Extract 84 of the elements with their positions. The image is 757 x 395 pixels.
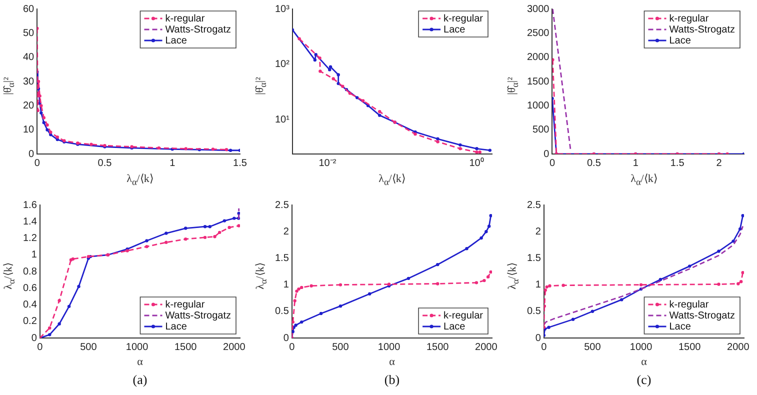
y-tick-label: 0 — [544, 148, 550, 160]
x-tick-label: 1000 — [126, 342, 149, 353]
x-tick-label: 1.5 — [670, 158, 685, 169]
y-tick-label: 0 — [31, 332, 38, 344]
legend-label: k-regular — [669, 13, 710, 24]
y-tick-label: 500 — [532, 124, 550, 136]
legend-label: Lace — [669, 35, 692, 46]
x-tick-label: 0.5 — [586, 158, 602, 169]
y-tick-label: 0.4 — [22, 300, 38, 310]
y-tick-label: 1.5 — [274, 252, 290, 264]
y-tick-label: 0.5 — [526, 306, 542, 318]
y-tick-label: 0 — [283, 332, 290, 344]
x-tick-label: 0.5 — [98, 158, 112, 169]
legend-label: Watts-Strogatz — [165, 24, 232, 36]
legend-label: Lace — [444, 24, 466, 36]
legend-label: Watts-Strogatz — [669, 24, 736, 36]
y-tick-label: 2 — [535, 226, 542, 238]
x-axis-title: λ$_{α}$/⟨k⟩ — [630, 172, 658, 188]
y-tick-label: 60 — [23, 4, 35, 15]
y-tick-label: 40 — [23, 52, 35, 64]
legend-label: k-regular — [669, 299, 710, 310]
legend-label: k-regular — [165, 13, 206, 24]
y-tick-label: 2 — [283, 226, 290, 238]
x-tick-label: 500 — [80, 342, 98, 353]
y-tick-label: 0 — [28, 148, 35, 160]
y-tick-label: 0 — [535, 332, 542, 344]
y-tick-label: 10 — [23, 124, 35, 136]
y-tick-label: 1.2 — [22, 233, 38, 244]
y-tick-label: 1.6 — [22, 200, 38, 211]
x-tick-label: 500 — [584, 342, 602, 353]
x-tick-label: 2000 — [727, 342, 750, 353]
y-tick-label: 1 — [31, 250, 38, 261]
y-tick-label: 2500 — [526, 28, 550, 39]
legend-label: Watts-Strogatz — [165, 310, 232, 322]
x-axis-title: λ$_{α}$/⟨k⟩ — [378, 172, 406, 188]
legend-label: k-regular — [444, 13, 484, 24]
y-tick-label: 1000 — [526, 100, 550, 112]
x-tick-label: 2000 — [475, 342, 498, 353]
x-tick-label: 1.5 — [233, 158, 248, 169]
x-tick-label: 1000 — [630, 342, 653, 353]
legend-label: Lace — [165, 321, 188, 332]
y-tick-label: 10¹ — [275, 114, 290, 126]
x-tick-label: 1500 — [174, 342, 198, 353]
text: (a) — [132, 372, 148, 388]
x-tick-label: 10⁰ — [469, 156, 484, 169]
y-tick-label: 1 — [535, 280, 542, 291]
y-tick-label: 50 — [23, 28, 35, 39]
x-tick-label: 1000 — [378, 342, 401, 353]
y-tick-label: 0.5 — [274, 306, 290, 318]
x-tick-label: 2 — [716, 158, 722, 169]
x-axis-title: α — [640, 356, 648, 368]
y-tick-label: 2000 — [526, 52, 550, 64]
text: (b) — [383, 372, 401, 388]
x-tick-label: 1500 — [426, 342, 450, 353]
x-axis-title: α — [136, 356, 144, 368]
x-tick-label: 1 — [632, 158, 639, 169]
x-tick-label: 2000 — [223, 342, 246, 353]
y-tick-label: 30 — [23, 76, 35, 88]
y-tick-label: 1500 — [526, 76, 550, 88]
y-tick-label: 1 — [283, 280, 290, 291]
x-tick-label: 500 — [332, 342, 350, 353]
y-tick-label: 20 — [23, 100, 35, 112]
legend-label: k-regular — [165, 299, 206, 310]
x-tick-label: 10⁻² — [318, 158, 337, 169]
x-axis-title: α — [388, 356, 396, 368]
x-tick-label: 1 — [170, 158, 176, 169]
y-tick-label: 10² — [275, 59, 290, 70]
y-tick-label: 2.5 — [274, 200, 290, 211]
y-tick-label: 0.6 — [22, 282, 38, 294]
legend-label: k-regular — [444, 310, 484, 322]
x-tick-label: 1500 — [678, 342, 702, 353]
y-tick-label: 0.2 — [22, 316, 38, 328]
y-tick-label: 0.8 — [22, 266, 38, 278]
y-tick-label: 1.5 — [526, 252, 542, 264]
y-tick-label: 1.4 — [22, 216, 38, 228]
legend-label: Lace — [669, 321, 692, 332]
x-axis-title: λ$_{α}$/⟨k⟩ — [126, 172, 154, 188]
y-tick-label: 3000 — [526, 4, 550, 15]
legend-label: Lace — [444, 321, 466, 332]
y-tick-label: 2.5 — [526, 200, 542, 211]
y-tick-label: 10³ — [275, 4, 290, 15]
text: (c) — [636, 372, 652, 388]
legend-label: Lace — [165, 35, 188, 46]
legend-label: Watts-Strogatz — [669, 310, 736, 322]
